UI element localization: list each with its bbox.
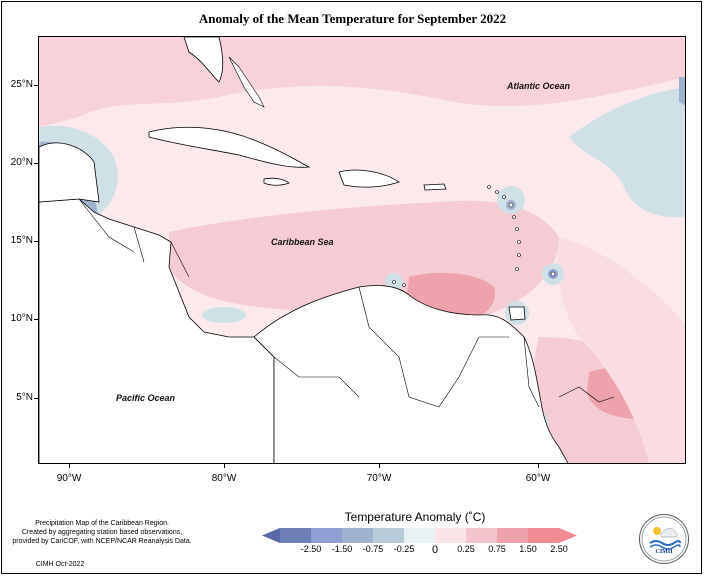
credit-line-2: Created by aggregating station based obs… bbox=[21, 529, 183, 536]
cimh-logo: CIMH bbox=[639, 514, 689, 564]
label-pacific-ocean: Pacific Ocean bbox=[116, 393, 176, 403]
lon-tick-60 bbox=[538, 464, 539, 468]
colorbar-segment bbox=[497, 528, 528, 543]
colorbar-segment bbox=[404, 528, 435, 543]
credit-line-3: provided by CariCOF, with NCEP/NCAR Rean… bbox=[12, 538, 192, 545]
lat-label-5: 5°N bbox=[16, 392, 33, 403]
anomaly-cool-atlantic bbox=[569, 87, 685, 218]
lat-tick-15 bbox=[34, 241, 38, 242]
colorbar-tick-label: -2.50 bbox=[300, 544, 322, 554]
anomaly-warm-band-north bbox=[39, 37, 685, 127]
colorbar-segment bbox=[435, 528, 466, 543]
colorbar-segment bbox=[373, 528, 404, 543]
lat-label-15: 15°N bbox=[10, 235, 33, 246]
lon-tick-70 bbox=[379, 464, 380, 468]
colorbar-tick-label: 0 bbox=[431, 544, 439, 556]
colorbar-tick-label: 0.75 bbox=[488, 544, 506, 554]
lon-tick-90 bbox=[69, 464, 70, 468]
lat-tick-5 bbox=[34, 398, 38, 399]
colorbar-tick-label: 0.25 bbox=[457, 544, 475, 554]
colorbar-high-arrow bbox=[559, 528, 577, 543]
anomaly-cool-east-edge bbox=[679, 77, 685, 106]
lat-label-25: 25°N bbox=[10, 79, 33, 90]
cimh-emblem-icon bbox=[641, 516, 687, 562]
colorbar-tick-label: 2.50 bbox=[550, 544, 568, 554]
lon-label-80: 80°W bbox=[211, 473, 237, 484]
map-title: Anomaly of the Mean Temperature for Sept… bbox=[198, 11, 507, 26]
lon-label-60: 60°W bbox=[525, 473, 551, 484]
cimh-logo-text: CIMH bbox=[655, 549, 673, 555]
lesser-antilles bbox=[392, 185, 556, 287]
lat-tick-25 bbox=[34, 85, 38, 86]
colorbar-segment bbox=[528, 528, 559, 543]
label-atlantic-ocean: Atlantic Ocean bbox=[507, 81, 571, 91]
lon-label-70: 70°W bbox=[366, 473, 392, 484]
land-hispaniola bbox=[338, 169, 400, 188]
lon-tick-80 bbox=[224, 464, 225, 468]
colorbar-segment bbox=[342, 528, 373, 543]
credit-line-1: Precipitation Map of the Caribbean Regio… bbox=[35, 520, 169, 527]
land-yucatan bbox=[39, 142, 100, 203]
land-cuba bbox=[148, 126, 311, 168]
lat-label-10: 10°N bbox=[10, 313, 33, 324]
colorbar-tick-label: -0.75 bbox=[362, 544, 384, 554]
colorbar-tick-label: -1.50 bbox=[331, 544, 353, 554]
colorbar-segment bbox=[280, 528, 311, 543]
colorbar bbox=[262, 528, 577, 543]
land-jamaica bbox=[263, 177, 290, 186]
lat-tick-10 bbox=[34, 319, 38, 320]
lon-label-90: 90°W bbox=[56, 473, 82, 484]
anomaly-warm-east bbox=[557, 237, 685, 463]
land-puerto-rico bbox=[423, 183, 447, 191]
colorbar-segment bbox=[311, 528, 342, 543]
colorbar-low-arrow bbox=[262, 528, 280, 543]
label-caribbean-sea: Caribbean Sea bbox=[271, 237, 334, 247]
lat-tick-20 bbox=[34, 163, 38, 164]
colorbar-title: Temperature Anomaly (˚C) bbox=[344, 510, 486, 524]
border-lines bbox=[78, 198, 615, 408]
land-bahamas bbox=[228, 56, 265, 108]
colorbar-tick-label: -0.25 bbox=[393, 544, 415, 554]
colorbar-segment bbox=[466, 528, 497, 543]
map-canvas bbox=[39, 37, 685, 463]
lat-label-20: 20°N bbox=[10, 157, 33, 168]
land-florida bbox=[183, 37, 224, 83]
land-south-america bbox=[253, 285, 569, 463]
land-trinidad bbox=[508, 306, 526, 321]
anomaly-cool-pacific-panama bbox=[202, 307, 246, 323]
credit-date: CIMH Oct-2022 bbox=[35, 561, 85, 568]
anomaly-map bbox=[38, 36, 686, 464]
colorbar-tick-label: 1.50 bbox=[519, 544, 537, 554]
